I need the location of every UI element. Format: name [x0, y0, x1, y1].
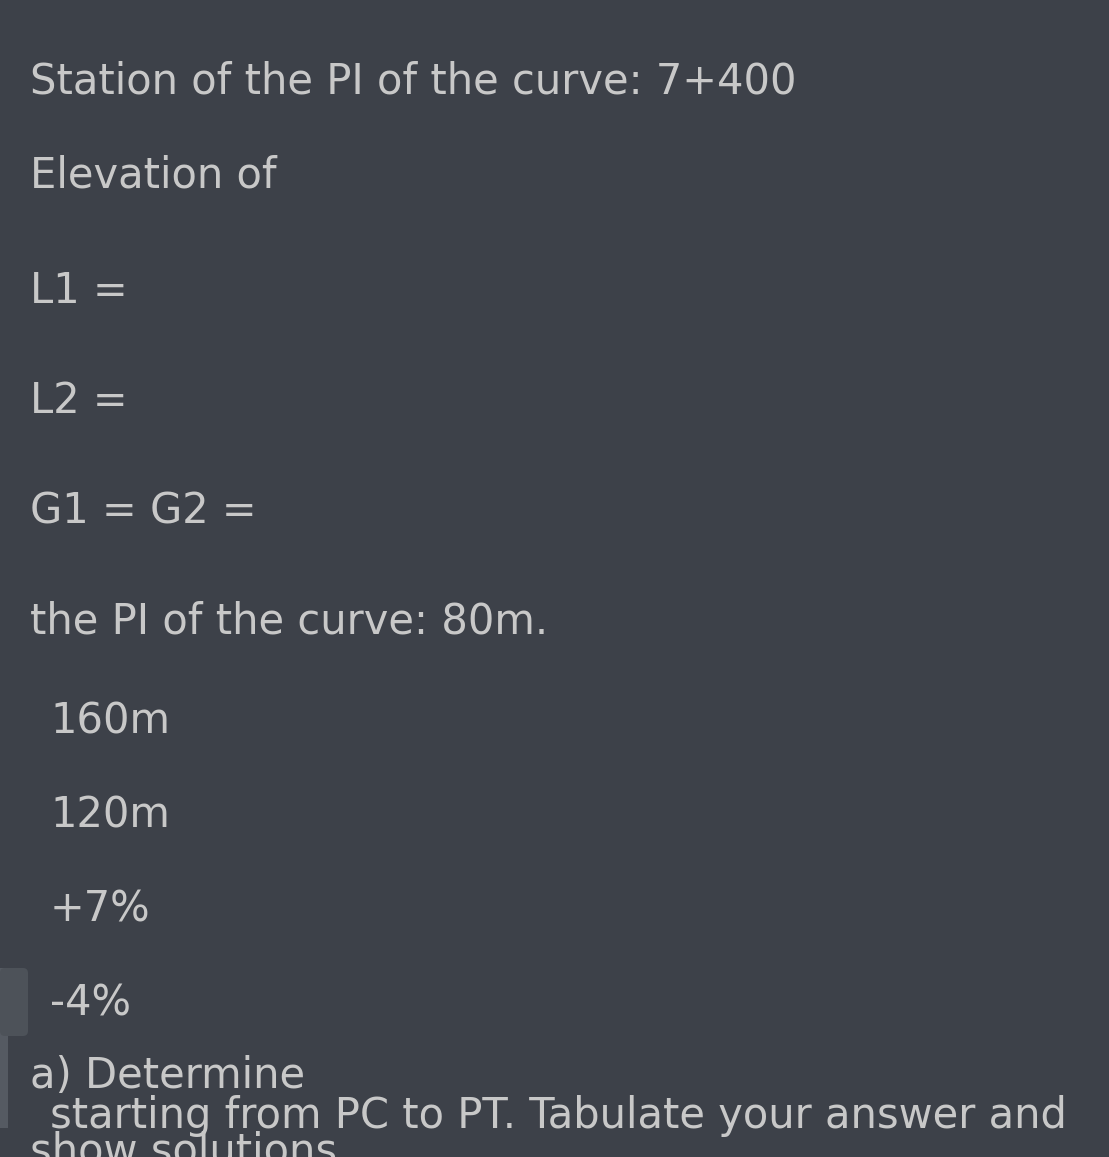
Text: 120m: 120m	[50, 795, 170, 837]
Text: -4%: -4%	[50, 982, 131, 1024]
Text: G1 = G2 =: G1 = G2 =	[30, 491, 256, 532]
Text: the PI of the curve: 80m.: the PI of the curve: 80m.	[30, 600, 548, 642]
Text: starting from PC to PT. Tabulate your answer and: starting from PC to PT. Tabulate your an…	[50, 1095, 1067, 1137]
FancyBboxPatch shape	[0, 968, 28, 1036]
Text: show solutions.: show solutions.	[30, 1130, 350, 1157]
Text: a) Determine: a) Determine	[30, 1055, 305, 1097]
Text: L1 =: L1 =	[30, 270, 128, 312]
Text: +7%: +7%	[50, 889, 151, 930]
Text: L2 =: L2 =	[30, 379, 128, 422]
Text: 160m: 160m	[50, 700, 170, 742]
Text: Elevation of: Elevation of	[30, 155, 276, 197]
Bar	[0, 968, 8, 1128]
Text: Station of the PI of the curve: 7+400: Station of the PI of the curve: 7+400	[30, 60, 796, 102]
